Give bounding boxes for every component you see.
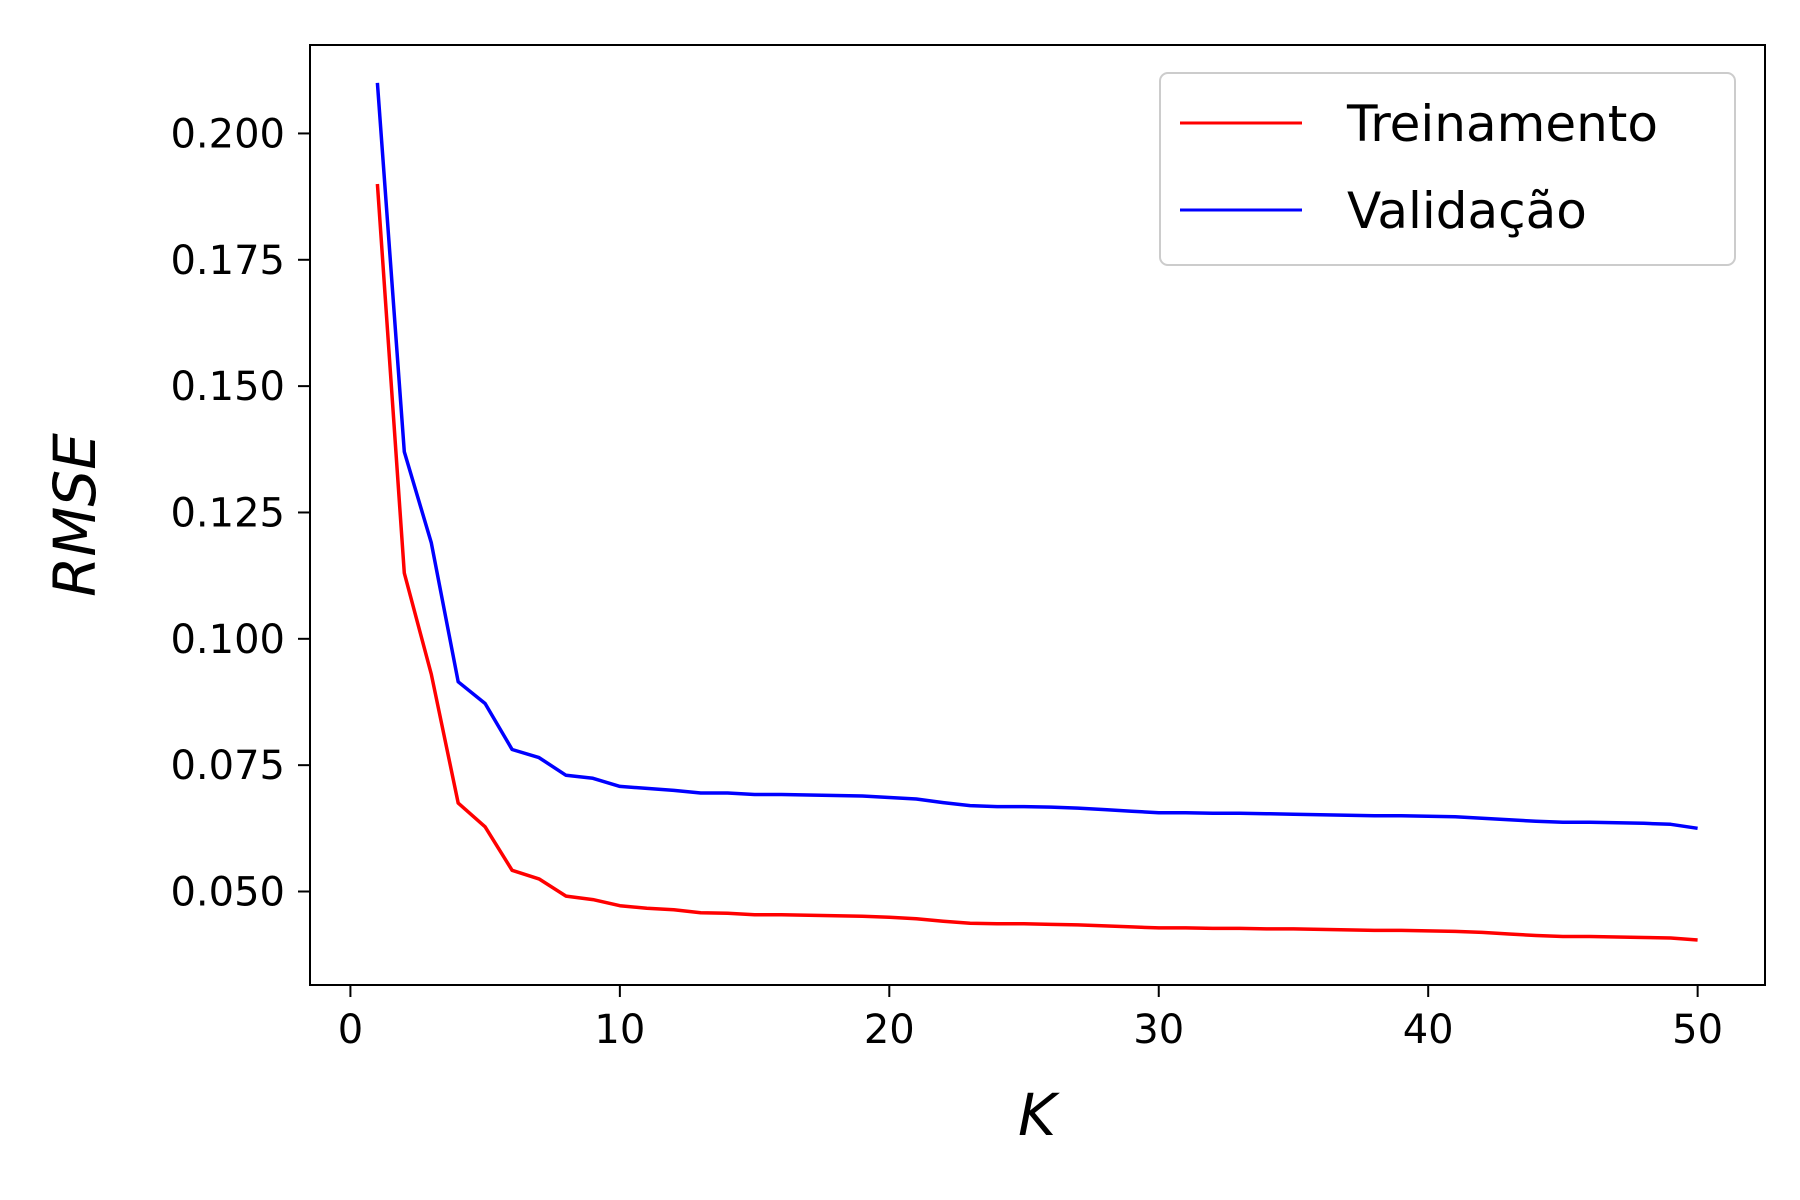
plot-area-frame bbox=[309, 44, 1766, 986]
y-tick-label: 0.175 bbox=[170, 238, 285, 284]
y-tick-label: 0.200 bbox=[170, 111, 285, 157]
y-axis-title: RMSE bbox=[41, 433, 109, 597]
y-tick-label: 0.150 bbox=[170, 364, 285, 410]
legend: Treinamento Validação bbox=[1159, 72, 1736, 266]
legend-label-treinamento: Treinamento bbox=[1346, 95, 1658, 153]
y-tick-label: 0.050 bbox=[170, 870, 285, 916]
x-tick-label: 0 bbox=[338, 1007, 363, 1053]
x-tick-label: 50 bbox=[1672, 1007, 1723, 1053]
y-tick-label: 0.100 bbox=[170, 617, 285, 663]
series-line-treinamento bbox=[375, 183, 1698, 942]
series-layer bbox=[375, 82, 1698, 942]
x-tick-label: 10 bbox=[594, 1007, 645, 1053]
legend-box bbox=[1159, 72, 1736, 266]
series-line-validacao bbox=[375, 82, 1698, 831]
legend-label-validacao: Validação bbox=[1347, 182, 1587, 240]
x-axis-title: K bbox=[1018, 1081, 1060, 1149]
y-tick-label: 0.075 bbox=[170, 743, 285, 789]
x-tick-label: 30 bbox=[1133, 1007, 1184, 1053]
x-axis: 0 10 20 30 40 50 bbox=[338, 985, 1723, 1053]
x-tick-label: 40 bbox=[1403, 1007, 1454, 1053]
y-axis: 0.050 0.075 0.100 0.125 0.150 0.175 0.200 bbox=[170, 111, 310, 916]
x-tick-label: 20 bbox=[864, 1007, 915, 1053]
y-tick-label: 0.125 bbox=[170, 490, 285, 536]
